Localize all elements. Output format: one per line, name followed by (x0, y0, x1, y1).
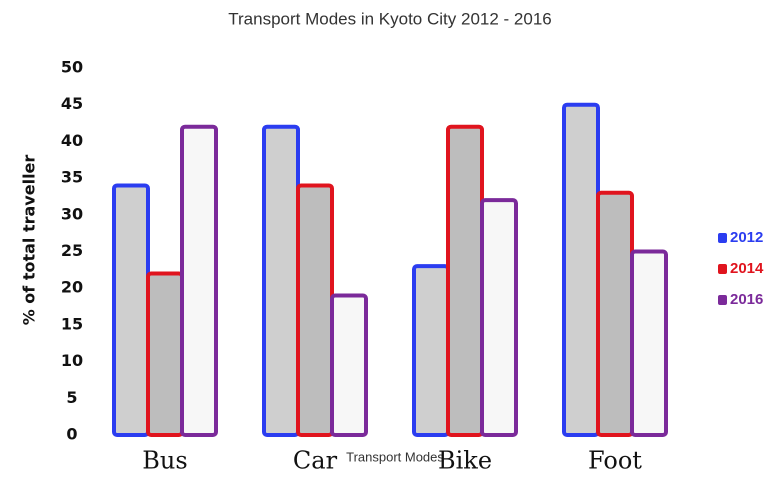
bar (148, 274, 182, 435)
legend-label: 2016 (730, 291, 763, 308)
chart: Transport Modes in Kyoto City 2012 - 201… (0, 0, 781, 488)
x-tick-label: Bike (438, 447, 492, 475)
y-tick-label: 35 (61, 168, 83, 187)
legend-swatch (718, 264, 727, 274)
y-tick-label: 20 (61, 278, 83, 297)
y-tick-label: 15 (61, 314, 83, 333)
y-tick-label: 50 (61, 58, 83, 77)
legend-swatch (718, 233, 727, 243)
x-tick-label: Foot (588, 447, 642, 475)
bar (264, 127, 298, 435)
x-axis-label: Transport Modes (346, 449, 444, 464)
bar (448, 127, 482, 435)
bar (298, 185, 332, 435)
bar (114, 185, 148, 435)
y-tick-label: 40 (61, 131, 83, 150)
legend-label: 2012 (730, 229, 763, 246)
x-tick-label: Car (293, 447, 338, 475)
bar (332, 296, 366, 435)
y-tick-label: 5 (66, 388, 77, 407)
bar (182, 127, 216, 435)
bar (598, 193, 632, 435)
legend-swatch (718, 295, 727, 305)
bar (482, 200, 516, 435)
y-tick-label: 45 (61, 94, 83, 113)
bar (632, 252, 666, 436)
y-axis-label: % of total traveller (20, 155, 39, 326)
y-tick-label: 25 (61, 241, 83, 260)
legend-label: 2014 (730, 260, 764, 277)
x-tick-label: Bus (142, 447, 187, 475)
y-tick-label: 0 (66, 425, 77, 444)
bar (414, 266, 448, 435)
y-tick-label: 30 (61, 204, 83, 223)
chart-title: Transport Modes in Kyoto City 2012 - 201… (228, 9, 551, 28)
bar (564, 105, 598, 435)
y-tick-label: 10 (61, 351, 83, 370)
